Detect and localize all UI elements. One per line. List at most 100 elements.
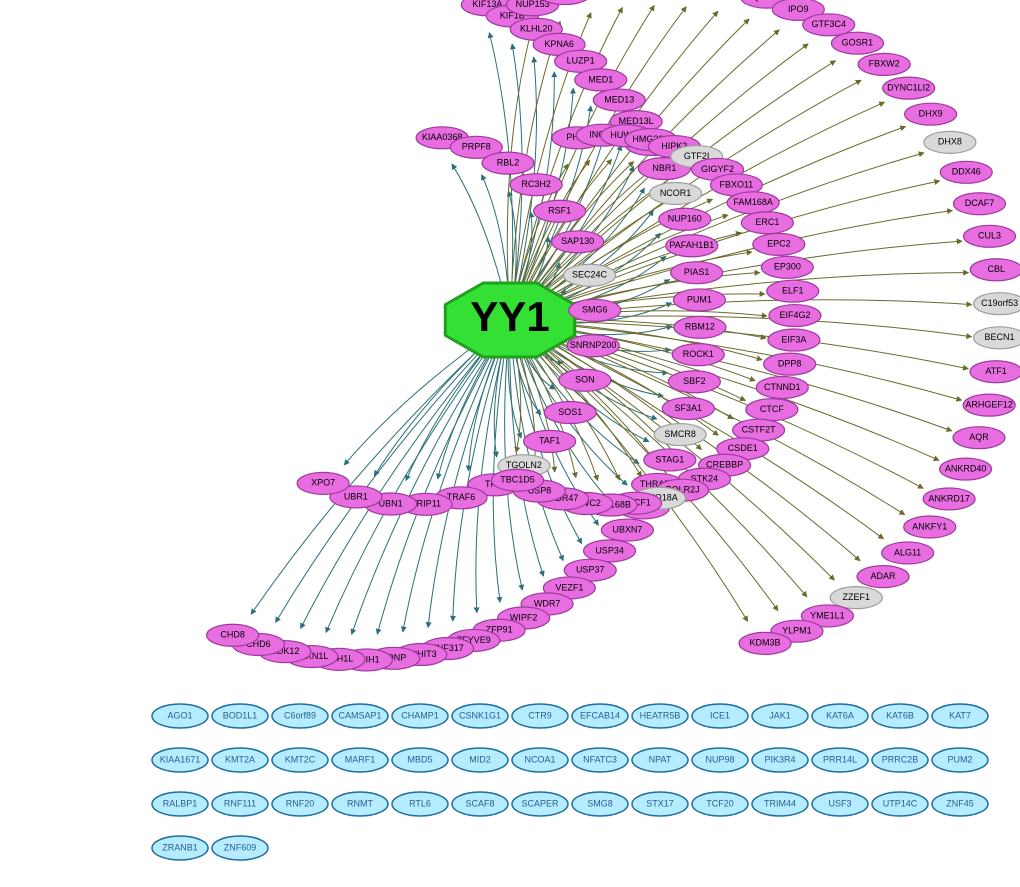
node-SMCR8: SMCR8: [654, 424, 706, 446]
node-NCOR1: NCOR1: [650, 182, 702, 204]
node-RNF111: RNF111: [212, 792, 268, 816]
node-KAT7: KAT7: [932, 704, 988, 728]
svg-text:CHAMP1: CHAMP1: [401, 710, 439, 720]
node-MED1: MED1: [575, 69, 627, 91]
node-ANKRD17: ANKRD17: [923, 488, 975, 510]
node-PRR14L: PRR14L: [812, 748, 868, 772]
svg-text:SMG8: SMG8: [587, 798, 613, 808]
node-CUL3: CUL3: [964, 225, 1016, 247]
node-ELF1: ELF1: [767, 280, 819, 302]
node-TBC1D5: TBC1D5: [492, 469, 544, 491]
node-DHX9: DHX9: [905, 103, 957, 125]
node-PAFAH1B1: PAFAH1B1: [666, 235, 718, 257]
node-CTR9: CTR9: [512, 704, 568, 728]
node-STAG1: STAG1: [644, 449, 696, 471]
svg-text:PUM2: PUM2: [947, 754, 972, 764]
node-ERC1: ERC1: [741, 212, 793, 234]
node-SBF2: SBF2: [668, 371, 720, 393]
node-CHD8: CHD8: [207, 624, 259, 646]
svg-text:PRRC2B: PRRC2B: [882, 754, 919, 764]
node-SOS1: SOS1: [544, 402, 596, 424]
node-NUP98: NUP98: [692, 748, 748, 772]
node-RALBP1: RALBP1: [152, 792, 208, 816]
svg-text:CTR9: CTR9: [528, 710, 552, 720]
svg-text:NUP98: NUP98: [705, 754, 734, 764]
node-AGO1: AGO1: [152, 704, 208, 728]
svg-text:CAMSAP1: CAMSAP1: [338, 710, 381, 720]
node-MBD5: MBD5: [392, 748, 448, 772]
svg-text:ZNF609: ZNF609: [224, 842, 257, 852]
svg-text:RALBP1: RALBP1: [163, 798, 198, 808]
svg-text:SCAF8: SCAF8: [465, 798, 494, 808]
node-RNMT: RNMT: [332, 792, 388, 816]
node-KAT6B: KAT6B: [872, 704, 928, 728]
svg-text:KMT2A: KMT2A: [225, 754, 255, 764]
node-DPP8: DPP8: [764, 353, 816, 375]
node-PIK3R4: PIK3R4: [752, 748, 808, 772]
node-KIAA1671: KIAA1671: [152, 748, 208, 772]
svg-text:KAT6A: KAT6A: [826, 710, 854, 720]
node-CAMSAP1: CAMSAP1: [332, 704, 388, 728]
node-RNF20: RNF20: [272, 792, 328, 816]
node-RC3H2: RC3H2: [510, 174, 562, 196]
svg-text:PIK3R4: PIK3R4: [764, 754, 795, 764]
node-SAP130: SAP130: [552, 231, 604, 253]
node-STX17: STX17: [632, 792, 688, 816]
node-TAF1: TAF1: [524, 430, 576, 452]
node-KAT6A: KAT6A: [812, 704, 868, 728]
node-SEC24C: SEC24C: [564, 264, 616, 286]
nodes-layer: YY1KIF13AKIF1BKLHL20KPNA6LUZP1MED1MED13M…: [152, 0, 1020, 860]
svg-text:TCF20: TCF20: [706, 798, 734, 808]
svg-text:RNF111: RNF111: [224, 798, 256, 808]
node-SNRNP200: SNRNP200: [567, 335, 619, 357]
node-ROCK1: ROCK1: [672, 344, 724, 366]
svg-text:YY1: YY1: [470, 293, 549, 340]
svg-text:CSNK1G1: CSNK1G1: [459, 710, 501, 720]
svg-text:TRIM44: TRIM44: [764, 798, 796, 808]
node-DDX46: DDX46: [940, 161, 992, 183]
svg-text:AGO1: AGO1: [167, 710, 192, 720]
node-RBL2: RBL2: [482, 152, 534, 174]
svg-text:USF3: USF3: [828, 798, 851, 808]
node-MID2: MID2: [452, 748, 508, 772]
edge: [276, 320, 510, 622]
svg-text:RTL6: RTL6: [409, 798, 431, 808]
node-USF3: USF3: [812, 792, 868, 816]
node-C19orf53: C19orf53: [974, 293, 1020, 315]
svg-text:EFCAB14: EFCAB14: [580, 710, 620, 720]
node-USP34: USP34: [584, 540, 636, 562]
svg-text:HEATR5B: HEATR5B: [640, 710, 681, 720]
node-DCAF7: DCAF7: [953, 193, 1005, 215]
node-RBM12: RBM12: [674, 316, 726, 338]
node-BECN1: BECN1: [974, 327, 1020, 349]
svg-text:C6orf89: C6orf89: [284, 710, 316, 720]
node-AQR: AQR: [953, 427, 1005, 449]
node-EPC2: EPC2: [753, 233, 805, 255]
svg-text:KIAA1671: KIAA1671: [160, 754, 201, 764]
node-KDM3B: KDM3B: [739, 632, 791, 654]
node-RTL6: RTL6: [392, 792, 448, 816]
node-ZRANB1: ZRANB1: [152, 836, 208, 860]
node-CSNK1G1: CSNK1G1: [452, 704, 508, 728]
svg-text:MARF1: MARF1: [345, 754, 376, 764]
node-EP300: EP300: [761, 256, 813, 278]
node-SMG6: SMG6: [569, 299, 621, 321]
node-HEATR5B: HEATR5B: [632, 704, 688, 728]
node-BOD1L1: BOD1L1: [212, 704, 268, 728]
node-GOSR1: GOSR1: [831, 32, 883, 54]
svg-text:NPAT: NPAT: [649, 754, 672, 764]
node-CHAMP1: CHAMP1: [392, 704, 448, 728]
node-PIAS1: PIAS1: [671, 262, 723, 284]
node-NUP160: NUP160: [659, 208, 711, 230]
node-NFATC3: NFATC3: [572, 748, 628, 772]
node-FAM168A: FAM168A: [727, 192, 779, 214]
node-EFCAB14: EFCAB14: [572, 704, 628, 728]
node-PUM1: PUM1: [673, 289, 725, 311]
svg-text:STX17: STX17: [646, 798, 674, 808]
node-ATF1: ATF1: [970, 361, 1020, 383]
node-ZNF609: ZNF609: [212, 836, 268, 860]
svg-text:NFATC3: NFATC3: [583, 754, 617, 764]
node-NCOA1: NCOA1: [512, 748, 568, 772]
node-ARHGEF12: ARHGEF12: [963, 394, 1015, 416]
node-ADAR: ADAR: [857, 566, 909, 588]
